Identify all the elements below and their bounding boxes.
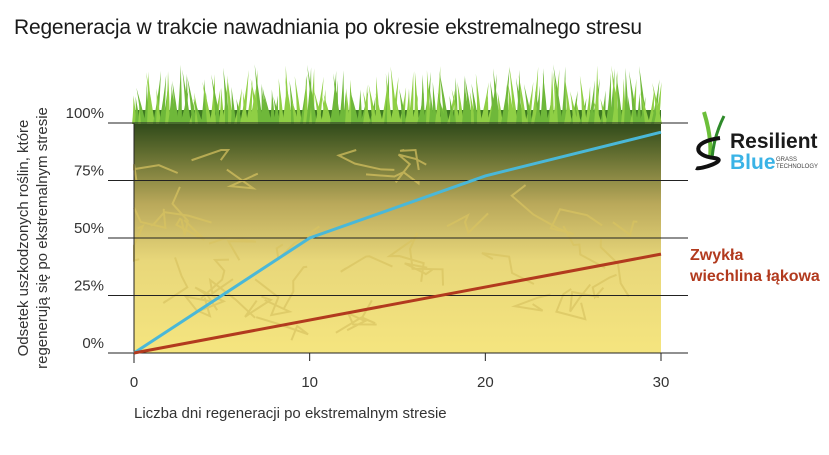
x-tick-label: 0 <box>130 374 138 391</box>
y-tick-label: 25% <box>74 278 104 295</box>
series-line-0 <box>133 130 662 355</box>
x-tick-label: 10 <box>301 374 318 391</box>
y-axis-label-line2: regenerują się po ekstremalnym stresie <box>34 107 51 369</box>
logo-text-blue: Blue <box>730 151 776 174</box>
x-axis-label: Liczba dni regeneracji po ekstremalnym s… <box>134 405 447 422</box>
chart-title: Regeneracja w trakcie nawadniania po okr… <box>14 16 642 39</box>
x-tick-label: 30 <box>653 374 670 391</box>
y-axis-label-line1: Odsetek uszkodzonych roślin, które <box>15 120 32 357</box>
y-tick-label: 75% <box>74 163 104 180</box>
resilient-blue-logo: Resilient Blue GRASS TECHNOLOGY <box>690 108 818 183</box>
y-tick-label: 50% <box>74 220 104 237</box>
x-tick-label: 20 <box>477 374 494 391</box>
y-tick-label: 100% <box>66 105 104 122</box>
series-label-zwykla: Zwykła wiechlina łąkowa <box>690 247 820 285</box>
logo-tagline: GRASS TECHNOLOGY <box>776 157 819 170</box>
y-tick-label: 0% <box>82 335 104 352</box>
logo-text-resilient: Resilient <box>730 130 818 153</box>
grass-swirl-icon <box>695 111 726 171</box>
series-line-1 <box>133 252 662 355</box>
grass-illustration <box>132 64 662 124</box>
soil-cracks <box>133 148 638 341</box>
